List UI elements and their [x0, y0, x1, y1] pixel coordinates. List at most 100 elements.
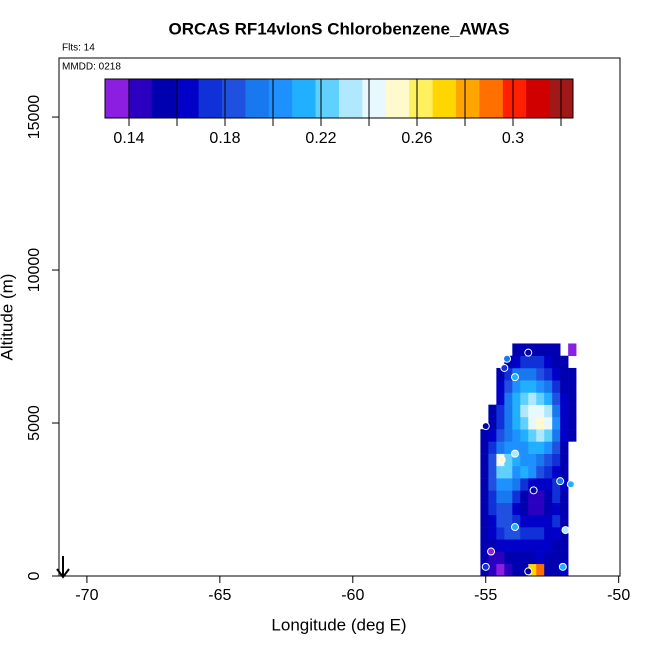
heatmap-cell — [560, 539, 569, 552]
heatmap-cell — [480, 429, 489, 442]
heatmap-cell — [544, 490, 553, 503]
heatmap-cell — [544, 441, 553, 454]
heatmap-cell — [528, 539, 537, 552]
heatmap-cell — [480, 490, 489, 503]
heatmap-cell — [488, 404, 497, 418]
heatmap-cell — [488, 527, 497, 540]
heatmap-cell — [528, 527, 537, 540]
heatmap-cell — [560, 429, 569, 442]
heatmap-cell — [504, 527, 513, 540]
heatmap-cell — [504, 429, 513, 442]
heatmap-cell — [480, 465, 489, 479]
heatmap-cell — [528, 380, 537, 393]
heatmap-cell — [504, 539, 513, 552]
heatmap-cell — [568, 380, 577, 393]
heatmap-cell — [544, 416, 553, 430]
heatmap-cell — [480, 502, 489, 516]
heatmap-cell — [504, 367, 513, 381]
heatmap-cell — [520, 539, 529, 552]
heatmap-cell — [528, 563, 537, 577]
heatmap-cell — [536, 453, 545, 467]
heatmap-cell — [512, 380, 521, 393]
heatmap-cell — [504, 453, 513, 467]
y-tick-label: 5000 — [26, 405, 43, 441]
colorbar-frame — [104, 78, 574, 119]
heatmap-cell — [560, 355, 569, 369]
heatmap-cell — [552, 367, 561, 381]
x-axis-label: Longitude (deg E) — [271, 615, 406, 634]
heatmap-cell — [504, 478, 513, 491]
heatmap-cell — [520, 355, 529, 369]
heatmap-cell — [536, 551, 545, 565]
colorbar-tick-label: 0.22 — [305, 130, 336, 147]
heatmap-cell — [552, 502, 561, 516]
heatmap-cell — [512, 551, 521, 565]
heatmap-cell — [544, 514, 553, 528]
heatmap-cell — [560, 367, 569, 381]
heatmap-cell — [560, 465, 569, 479]
heatmap-cell — [528, 453, 537, 467]
heatmap-cell — [536, 392, 545, 405]
heatmap-cell — [496, 465, 505, 479]
colorbar-block — [268, 79, 293, 118]
heatmap-cell — [528, 343, 537, 357]
heatmap-cell — [560, 392, 569, 405]
heatmap-cell — [488, 478, 497, 491]
heatmap-cell — [552, 465, 561, 479]
heatmap-cell — [512, 478, 521, 491]
heatmap-cell — [552, 355, 561, 369]
y-tick-label: 15000 — [26, 95, 43, 140]
colorbar-block — [315, 79, 340, 118]
colorbar-tick-label: 0.18 — [209, 130, 240, 147]
heatmap-cell — [504, 563, 513, 577]
heatmap-cell — [520, 380, 529, 393]
heatmap-cell — [560, 551, 569, 565]
heatmap-cell — [496, 514, 505, 528]
heatmap-cell — [552, 343, 561, 357]
heatmap-cell — [536, 539, 545, 552]
sample-point — [487, 547, 496, 556]
heatmap-cell — [552, 527, 561, 540]
heatmap-cell — [512, 527, 521, 540]
heatmap-cell — [480, 539, 489, 552]
y-tick-label: 10000 — [26, 248, 43, 293]
heatmap-cell — [512, 404, 521, 418]
heatmap-cell — [528, 502, 537, 516]
heatmap-cell — [552, 404, 561, 418]
heatmap-cell — [496, 380, 505, 393]
heatmap-cell — [536, 441, 545, 454]
x-tick-label: -50 — [607, 587, 630, 604]
heatmap-cell — [496, 502, 505, 516]
heatmap-cell — [536, 355, 545, 369]
heatmap-cell — [544, 392, 553, 405]
heatmap-cell — [496, 367, 505, 381]
heatmap-cell — [512, 453, 521, 467]
heatmap-cell — [552, 490, 561, 503]
heatmap-cell — [480, 527, 489, 540]
heatmap-cell — [528, 429, 537, 442]
heatmap-cell — [544, 478, 553, 491]
heatmap-cell — [504, 404, 513, 418]
arrow — [56, 556, 70, 579]
heatmap-cell — [544, 539, 553, 552]
heatmap-cell — [536, 514, 545, 528]
colorbar-block — [222, 79, 246, 118]
heatmap-cell — [496, 429, 505, 442]
colorbar-tick-label: 0.26 — [401, 130, 432, 147]
heatmap-cell — [528, 416, 537, 430]
heatmap-cell — [536, 429, 545, 442]
heatmap-cell — [528, 465, 537, 479]
colorbar-block — [292, 79, 316, 118]
heatmap-cell — [496, 478, 505, 491]
heatmap-cell — [536, 367, 545, 381]
sample-point — [481, 562, 490, 571]
heatmap-cell — [552, 441, 561, 454]
heatmap-cell — [552, 539, 561, 552]
heatmap-cell — [536, 380, 545, 393]
heatmap-cell — [488, 539, 497, 552]
colorbar-block — [479, 79, 504, 118]
heatmap-cell — [480, 551, 489, 565]
heatmap-cell — [504, 490, 513, 503]
heatmap-cell — [560, 502, 569, 516]
